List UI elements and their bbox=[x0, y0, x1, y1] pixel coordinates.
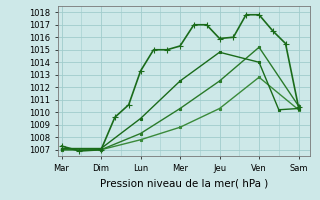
X-axis label: Pression niveau de la mer( hPa ): Pression niveau de la mer( hPa ) bbox=[100, 178, 268, 188]
